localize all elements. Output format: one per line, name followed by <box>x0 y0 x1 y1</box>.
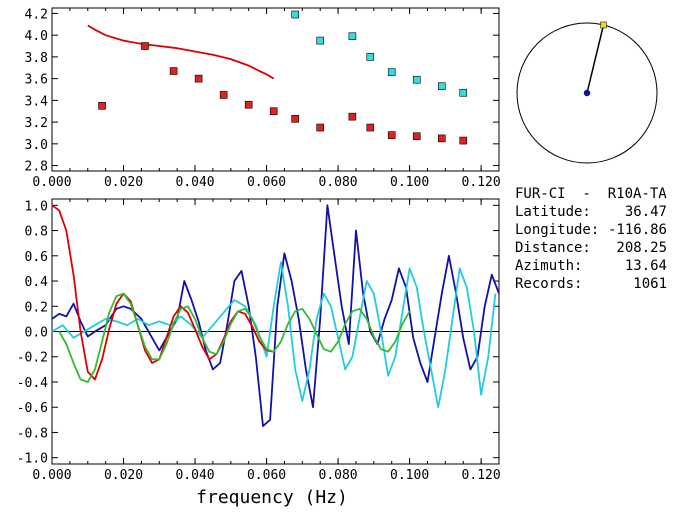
x-tick-label: 0.040 <box>175 175 214 190</box>
x-tick-label: 0.100 <box>390 468 429 483</box>
azimuth-compass <box>516 21 658 164</box>
y-tick-label: 0.0 <box>25 326 48 341</box>
y-tick-label: 4.0 <box>25 29 48 44</box>
data-point <box>316 123 325 132</box>
info-row: Latitude: 36.47 <box>515 203 685 221</box>
x-axis-title: frequency (Hz) <box>196 487 348 508</box>
data-point <box>387 68 396 76</box>
x-tick-label: 0.040 <box>175 468 214 483</box>
coherency-plot: 0.000 0.020 0.040 0.060 0.080 0.100 0.120 1.0 0.… <box>17 198 501 483</box>
data-point <box>437 82 446 91</box>
compass-circle <box>516 22 658 164</box>
station-marker <box>600 21 607 29</box>
data-point <box>98 102 106 110</box>
x-tick-label: 0.080 <box>319 175 358 190</box>
x-tick-label: 0.100 <box>390 175 429 190</box>
x-tick-label: 0.000 <box>32 175 71 190</box>
y-tick-label: 2.8 <box>25 160 48 175</box>
info-value: -116.86 <box>607 222 667 238</box>
info-label: Records: <box>515 276 583 292</box>
info-value: 1061 <box>633 276 667 292</box>
data-point <box>244 100 253 109</box>
data-point <box>366 123 375 132</box>
dispersion-plot: 0.000 0.020 0.040 0.060 0.080 0.100 0.120 2.8 3.… <box>25 7 501 190</box>
info-row: Distance: 208.25 <box>515 239 685 257</box>
data-point <box>141 42 149 50</box>
info-row: Records: 1061 <box>515 275 685 293</box>
y-tick-label: 0.4 <box>25 275 49 290</box>
y-tick-label: -0.4 <box>17 376 48 391</box>
x-tick-label: 0.120 <box>462 468 501 483</box>
y-tick-label: 3.4 <box>25 94 49 109</box>
azimuth-line <box>586 24 605 94</box>
x-tick-label: 0.060 <box>247 175 286 190</box>
x-tick-label: 0.020 <box>104 175 143 190</box>
x-tick-label: 0.000 <box>32 468 71 483</box>
data-point <box>437 134 446 143</box>
info-label: Longitude: <box>515 222 600 238</box>
y-tick-label: 3.6 <box>25 73 48 88</box>
data-point <box>387 131 396 139</box>
x-tick-label: 0.120 <box>462 175 501 190</box>
data-point <box>348 112 357 121</box>
data-point <box>412 75 421 84</box>
y-tick-label: 0.2 <box>25 300 48 315</box>
data-point <box>366 53 375 61</box>
info-value: 208.25 <box>616 240 667 256</box>
data-point <box>459 136 468 145</box>
series-line <box>51 261 497 409</box>
y-tick-label: 3.0 <box>25 138 48 153</box>
y-tick-label: -0.8 <box>17 426 48 441</box>
station-title: FUR-CI - R10A-TA <box>515 186 667 202</box>
data-point <box>316 36 325 45</box>
series-line <box>51 204 500 428</box>
data-point <box>459 88 468 97</box>
y-tick-label: 4.2 <box>25 7 48 22</box>
info-label: Distance: <box>515 240 591 256</box>
data-point <box>169 67 178 75</box>
y-tick-label: 3.2 <box>25 116 48 131</box>
info-value: 36.47 <box>624 204 667 220</box>
x-tick-label: 0.020 <box>104 468 143 483</box>
plot-frame <box>51 7 500 172</box>
y-tick-label: -0.6 <box>17 401 48 416</box>
series-line <box>58 292 411 383</box>
y-tick-label: 0.8 <box>25 225 48 240</box>
data-point <box>291 115 299 123</box>
info-value: 13.64 <box>624 258 667 274</box>
data-point <box>194 74 203 83</box>
y-tick-label: -1.0 <box>17 452 48 467</box>
data-point <box>219 91 228 99</box>
station-info: FUR-CI - R10A-TA Latitude: 36.47 Longitude… <box>515 185 685 293</box>
y-tick-label: -0.2 <box>17 351 48 366</box>
y-tick-label: 0.6 <box>25 250 48 265</box>
data-point <box>269 107 278 116</box>
x-tick-label: 0.060 <box>247 468 286 483</box>
x-tick-label: 0.080 <box>319 468 358 483</box>
info-label: Azimuth: <box>515 258 583 274</box>
series-line <box>87 24 275 80</box>
origin-marker <box>583 89 591 97</box>
data-point <box>412 132 421 141</box>
y-tick-label: 1.0 <box>25 199 48 214</box>
y-tick-label: 3.8 <box>25 51 48 66</box>
data-point <box>291 10 299 19</box>
info-label: Latitude: <box>515 204 591 220</box>
data-point <box>348 32 357 41</box>
info-row: Azimuth: 13.64 <box>515 257 685 275</box>
info-row: Longitude: -116.86 <box>515 221 685 239</box>
